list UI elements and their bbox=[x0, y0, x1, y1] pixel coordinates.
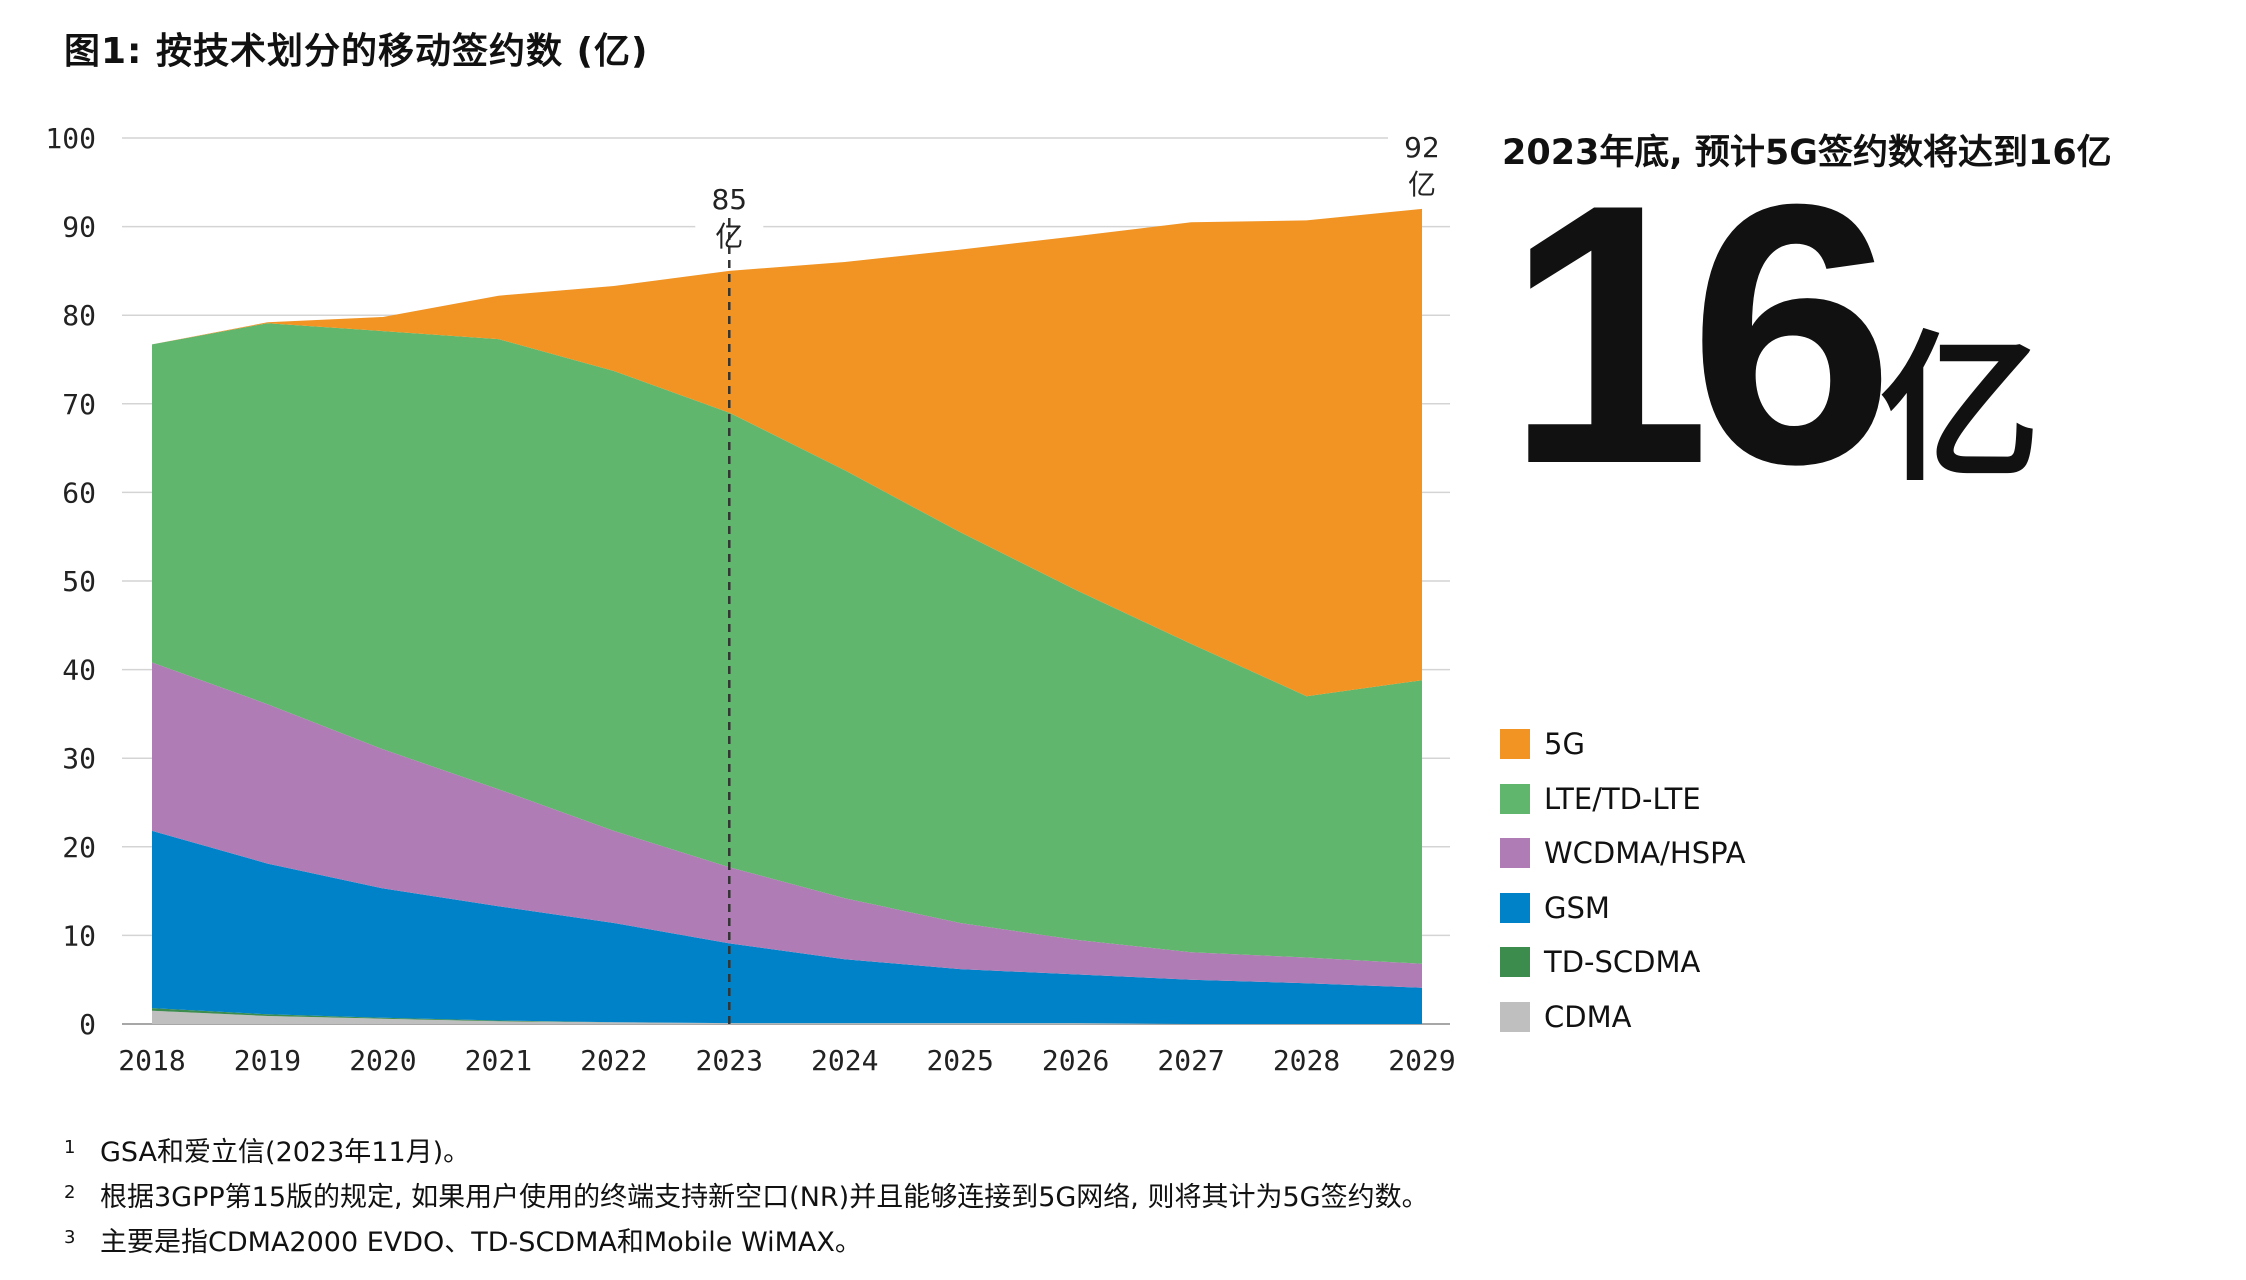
footnote-mark: 1 bbox=[64, 1137, 76, 1158]
annotation-label-background bbox=[695, 178, 764, 254]
area-layer bbox=[152, 208, 1422, 1024]
footnote-mark: 3 bbox=[64, 1227, 76, 1248]
y-tick-label-80: 80 bbox=[62, 299, 96, 332]
x-tick-label-2024: 2024 bbox=[811, 1044, 878, 1077]
x-tick-label-2027: 2027 bbox=[1157, 1044, 1224, 1077]
subscriptions-area-chart: 85 亿 92 亿 0 10 20 30 40 50 60 70 80 90 100 2018 2019 202… bbox=[45, 122, 1456, 1077]
x-tick-label-2028: 2028 bbox=[1273, 1044, 1340, 1077]
legend-label-5g: 5G bbox=[1544, 727, 1585, 762]
y-tick-label-0: 0 bbox=[79, 1008, 96, 1041]
legend-item-cdma: CDMA bbox=[1500, 990, 1746, 1045]
legend-swatch-cdma bbox=[1500, 1001, 1530, 1032]
footnote-text: 主要是指CDMA2000 EVDO、TD-SCDMA和Mobile WiMAX。 bbox=[100, 1227, 862, 1258]
legend-label-wcdma: WCDMA/HSPA bbox=[1544, 836, 1746, 871]
annotation-value-2029: 92 bbox=[1404, 131, 1440, 164]
y-tick-label-70: 70 bbox=[62, 388, 96, 421]
y-tick-label-40: 40 bbox=[62, 654, 96, 687]
footnote-1: 1 GSA和爱立信(2023年11月)。 bbox=[64, 1132, 1429, 1177]
legend-swatch-td-scdma bbox=[1500, 947, 1530, 978]
annotation-value-2023: 85 bbox=[711, 183, 747, 216]
axis-layer: 0 10 20 30 40 50 60 70 80 90 100 2018 2019 2020 2021 20… bbox=[45, 122, 1455, 1077]
chart-title: 图1: 按技术划分的移动签约数 (亿) bbox=[64, 31, 649, 72]
legend-label-td-scdma: TD-SCDMA bbox=[1544, 945, 1701, 980]
annotation-unit-2029: 亿 bbox=[1408, 168, 1436, 201]
area-gsm bbox=[152, 830, 1422, 1024]
legend-label-cdma: CDMA bbox=[1544, 999, 1632, 1034]
legend-swatch-lte bbox=[1500, 783, 1530, 814]
annotation-layer: 85 亿 92 亿 bbox=[695, 128, 1456, 1024]
annotation-unit-2023: 亿 bbox=[715, 220, 743, 253]
x-tick-label-2020: 2020 bbox=[349, 1044, 416, 1077]
legend-label-gsm: GSM bbox=[1544, 890, 1610, 925]
x-tick-label-2018: 2018 bbox=[118, 1044, 185, 1077]
y-tick-label-50: 50 bbox=[62, 565, 96, 598]
legend: 5G LTE/TD-LTE WCDMA/HSPA GSM TD-SCDMA CD… bbox=[1500, 717, 1746, 1044]
y-tick-label-90: 90 bbox=[62, 211, 96, 244]
area-td-scdma bbox=[152, 1008, 1422, 1024]
legend-item-lte: LTE/TD-LTE bbox=[1500, 772, 1746, 827]
x-tick-label-2023: 2023 bbox=[696, 1044, 763, 1077]
legend-swatch-5g bbox=[1500, 729, 1530, 760]
legend-item-gsm: GSM bbox=[1500, 881, 1746, 936]
legend-item-5g: 5G bbox=[1500, 717, 1746, 772]
footnote-2: 2 根据3GPP第15版的规定, 如果用户使用的终端支持新空口(NR)并且能够连… bbox=[64, 1177, 1429, 1222]
x-tick-label-2029: 2029 bbox=[1388, 1044, 1455, 1077]
y-tick-label-100: 100 bbox=[45, 122, 96, 155]
legend-swatch-gsm bbox=[1500, 892, 1530, 923]
x-tick-label-2026: 2026 bbox=[1042, 1044, 1109, 1077]
footnotes: 1 GSA和爱立信(2023年11月)。 2 根据3GPP第15版的规定, 如果… bbox=[64, 1132, 1429, 1267]
legend-item-wcdma: WCDMA/HSPA bbox=[1500, 826, 1746, 881]
y-tick-label-10: 10 bbox=[62, 919, 96, 952]
annotation-label-background bbox=[1388, 128, 1456, 204]
area-cdma bbox=[152, 1010, 1422, 1024]
area-5g bbox=[152, 208, 1422, 697]
x-tick-label-2025: 2025 bbox=[926, 1044, 993, 1077]
legend-item-td-scdma: TD-SCDMA bbox=[1500, 935, 1746, 990]
legend-swatch-wcdma bbox=[1500, 838, 1530, 869]
area-wcdma-hspa bbox=[152, 662, 1422, 988]
x-tick-label-2022: 2022 bbox=[580, 1044, 647, 1077]
callout-value: 16 bbox=[1505, 128, 1895, 541]
footnote-text: 根据3GPP第15版的规定, 如果用户使用的终端支持新空口(NR)并且能够连接到… bbox=[100, 1182, 1429, 1213]
legend-label-lte: LTE/TD-LTE bbox=[1544, 781, 1701, 816]
area-lte-td-lte bbox=[152, 323, 1422, 964]
footnote-text: GSA和爱立信(2023年11月)。 bbox=[100, 1137, 471, 1168]
y-tick-label-60: 60 bbox=[62, 476, 96, 509]
footnote-mark: 2 bbox=[64, 1182, 76, 1203]
callout-heading: 2023年底, 预计5G签约数将达到16亿 bbox=[1502, 133, 2112, 173]
footnote-3: 3 主要是指CDMA2000 EVDO、TD-SCDMA和Mobile WiMA… bbox=[64, 1222, 1429, 1267]
y-tick-label-30: 30 bbox=[62, 742, 96, 775]
callout-unit: 亿 bbox=[1880, 316, 2041, 503]
x-tick-label-2019: 2019 bbox=[234, 1044, 301, 1077]
y-tick-label-20: 20 bbox=[62, 831, 96, 864]
x-tick-label-2021: 2021 bbox=[465, 1044, 532, 1077]
